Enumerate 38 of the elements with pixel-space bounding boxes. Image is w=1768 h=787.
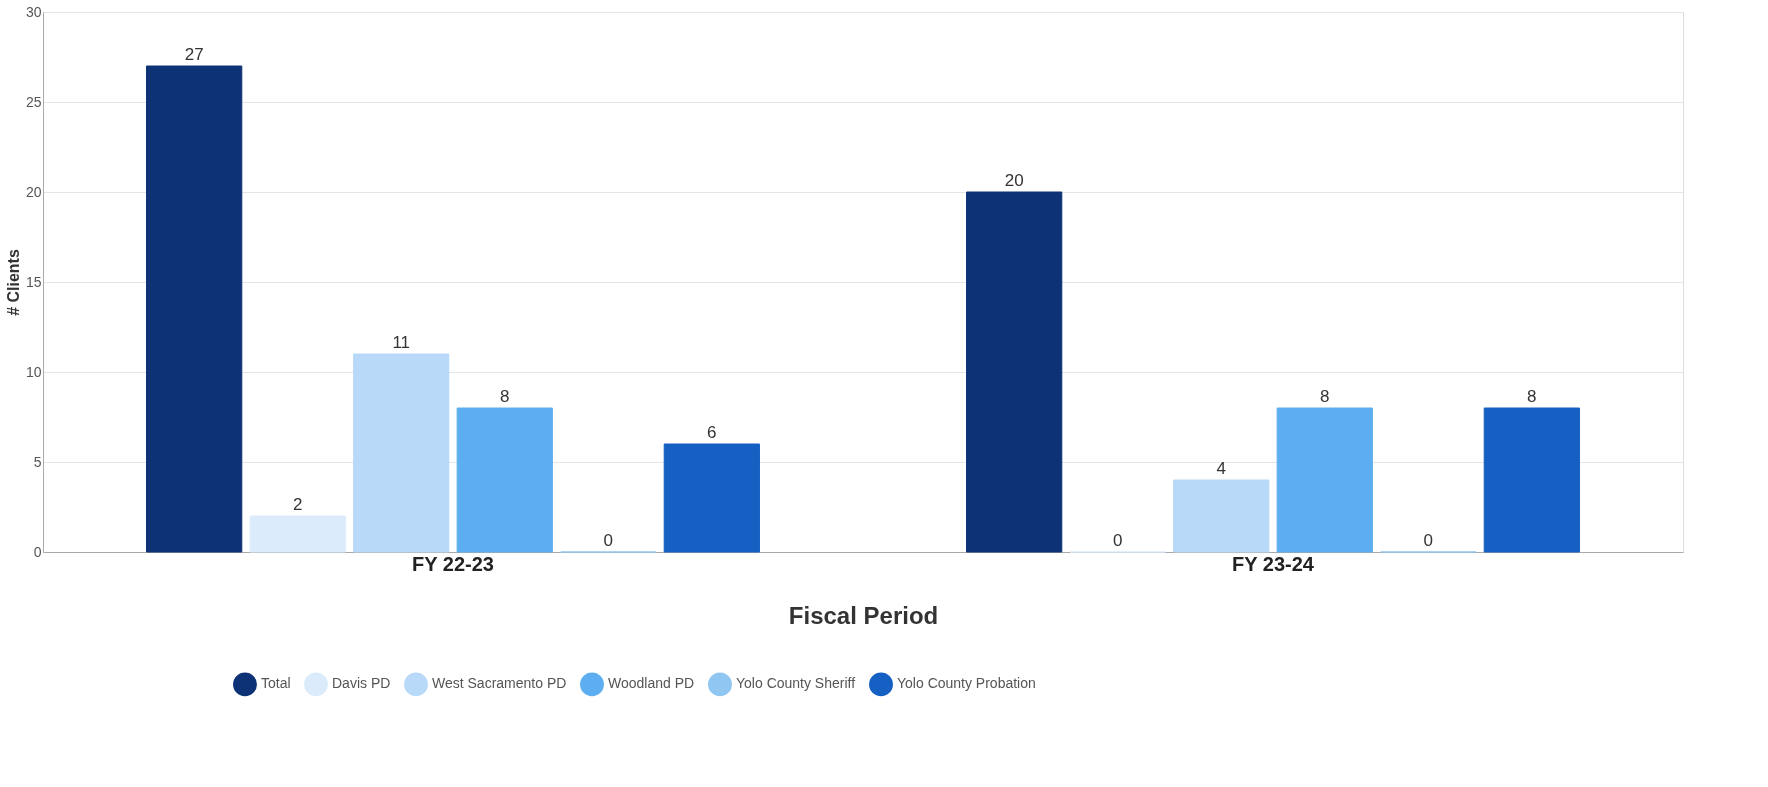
data-label: 27 xyxy=(184,45,204,64)
bar xyxy=(353,353,450,553)
bar xyxy=(1276,407,1373,553)
legend-label: Woodland PD xyxy=(608,675,695,692)
y-tick-label: 5 xyxy=(33,453,42,470)
y-tick-label: 25 xyxy=(25,93,42,110)
x-axis-title: Fiscal Period xyxy=(788,601,939,629)
data-label: 11 xyxy=(392,333,411,352)
data-label: 0 xyxy=(1423,531,1434,550)
data-label: 8 xyxy=(1320,387,1330,406)
data-label: 8 xyxy=(1527,387,1537,406)
bar xyxy=(1173,479,1270,553)
legend-label: West Sacramento PD xyxy=(432,675,567,692)
data-label: 6 xyxy=(707,423,717,442)
y-axis-title: # Clients xyxy=(4,249,22,316)
data-label: 2 xyxy=(292,495,303,514)
bar xyxy=(966,191,1063,553)
legend-label: Total xyxy=(261,675,291,692)
y-tick-label: 15 xyxy=(25,273,42,290)
x-tick-label: FY 23-24 xyxy=(1232,552,1315,575)
y-tick-label: 30 xyxy=(25,3,42,20)
legend-label: Yolo County Probation xyxy=(897,675,1036,692)
legend-label: Davis PD xyxy=(332,675,391,692)
bar xyxy=(663,443,760,553)
y-tick-label: 20 xyxy=(25,183,42,200)
bar xyxy=(249,515,346,553)
bar xyxy=(146,65,243,553)
x-tick-label: FY 22-23 xyxy=(412,552,494,575)
data-label: 0 xyxy=(1112,531,1123,550)
y-tick-label: 10 xyxy=(25,363,42,380)
legend-label: Yolo County Sheriff xyxy=(736,675,856,692)
data-label: 4 xyxy=(1216,459,1226,478)
data-label: 0 xyxy=(603,531,614,550)
bar xyxy=(1483,407,1580,553)
data-label: 20 xyxy=(1004,171,1024,190)
bar xyxy=(456,407,553,553)
data-label: 8 xyxy=(500,387,510,406)
y-tick-label: 0 xyxy=(33,543,42,560)
